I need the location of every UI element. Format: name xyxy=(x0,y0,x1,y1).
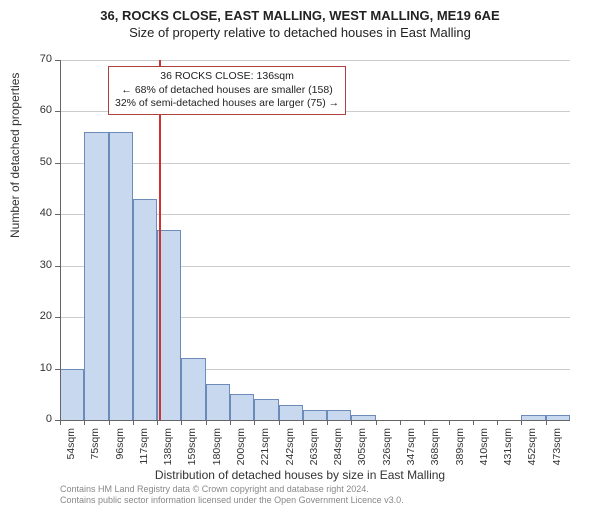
x-tick-label: 263sqm xyxy=(308,428,320,468)
histogram-bar xyxy=(133,199,157,420)
x-tick-mark xyxy=(546,420,547,425)
histogram-bar xyxy=(254,399,278,420)
footer-attribution: Contains HM Land Registry data © Crown c… xyxy=(60,484,404,506)
histogram-bar xyxy=(60,369,84,420)
y-tick-label: 50 xyxy=(22,156,52,168)
x-tick-mark xyxy=(400,420,401,425)
x-tick-mark xyxy=(254,420,255,425)
annotation-line: ← 68% of detached houses are smaller (15… xyxy=(115,84,339,98)
chart-title-sub: Size of property relative to detached ho… xyxy=(0,25,600,40)
x-tick-label: 200sqm xyxy=(235,428,247,468)
x-tick-mark xyxy=(303,420,304,425)
x-tick-label: 347sqm xyxy=(405,428,417,468)
y-tick-label: 40 xyxy=(22,207,52,219)
x-tick-label: 389sqm xyxy=(454,428,466,468)
annotation-line: 36 ROCKS CLOSE: 136sqm xyxy=(115,70,339,84)
y-tick-label: 20 xyxy=(22,310,52,322)
x-tick-mark xyxy=(424,420,425,425)
y-tick-label: 30 xyxy=(22,259,52,271)
x-axis-line xyxy=(60,420,570,421)
histogram-bar xyxy=(84,132,108,420)
chart-title-main: 36, ROCKS CLOSE, EAST MALLING, WEST MALL… xyxy=(0,8,600,23)
y-axis-line xyxy=(60,60,61,420)
x-tick-mark xyxy=(327,420,328,425)
x-tick-mark xyxy=(376,420,377,425)
x-tick-label: 284sqm xyxy=(332,428,344,468)
x-tick-label: 368sqm xyxy=(429,428,441,468)
x-tick-label: 138sqm xyxy=(162,428,174,468)
histogram-bar xyxy=(303,410,327,420)
x-tick-mark xyxy=(497,420,498,425)
x-tick-mark xyxy=(473,420,474,425)
x-tick-label: 75sqm xyxy=(89,428,101,468)
x-tick-label: 54sqm xyxy=(65,428,77,468)
x-tick-mark xyxy=(109,420,110,425)
x-tick-mark xyxy=(206,420,207,425)
y-tick-label: 60 xyxy=(22,104,52,116)
x-tick-label: 326sqm xyxy=(381,428,393,468)
y-tick-label: 70 xyxy=(22,53,52,65)
x-tick-mark xyxy=(521,420,522,425)
x-tick-mark xyxy=(133,420,134,425)
x-tick-mark xyxy=(157,420,158,425)
x-tick-mark xyxy=(351,420,352,425)
annotation-box: 36 ROCKS CLOSE: 136sqm← 68% of detached … xyxy=(108,66,346,115)
x-tick-label: 221sqm xyxy=(259,428,271,468)
y-tick-label: 10 xyxy=(22,362,52,374)
x-tick-mark xyxy=(230,420,231,425)
histogram-bar xyxy=(109,132,133,420)
x-tick-label: 180sqm xyxy=(211,428,223,468)
x-tick-label: 452sqm xyxy=(526,428,538,468)
x-tick-label: 96sqm xyxy=(114,428,126,468)
histogram-bar xyxy=(279,405,303,420)
x-tick-label: 242sqm xyxy=(284,428,296,468)
x-tick-mark xyxy=(449,420,450,425)
x-tick-label: 473sqm xyxy=(551,428,563,468)
x-tick-mark xyxy=(60,420,61,425)
histogram-bar xyxy=(230,394,254,420)
footer-line-1: Contains HM Land Registry data © Crown c… xyxy=(60,484,404,495)
x-tick-mark xyxy=(84,420,85,425)
x-tick-label: 410sqm xyxy=(478,428,490,468)
x-tick-mark xyxy=(181,420,182,425)
histogram-bar xyxy=(181,358,205,420)
gridline xyxy=(60,163,570,164)
x-tick-label: 305sqm xyxy=(356,428,368,468)
histogram-bar xyxy=(327,410,351,420)
annotation-line: 32% of semi-detached houses are larger (… xyxy=(115,97,339,111)
y-axis-label: Number of detached properties xyxy=(8,73,22,238)
histogram-bar xyxy=(206,384,230,420)
x-axis-label: Distribution of detached houses by size … xyxy=(0,468,600,482)
y-tick-label: 0 xyxy=(22,413,52,425)
x-tick-label: 117sqm xyxy=(138,428,150,468)
footer-line-2: Contains public sector information licen… xyxy=(60,495,404,506)
x-tick-label: 431sqm xyxy=(502,428,514,468)
x-tick-label: 159sqm xyxy=(186,428,198,468)
gridline xyxy=(60,60,570,61)
x-tick-mark xyxy=(279,420,280,425)
